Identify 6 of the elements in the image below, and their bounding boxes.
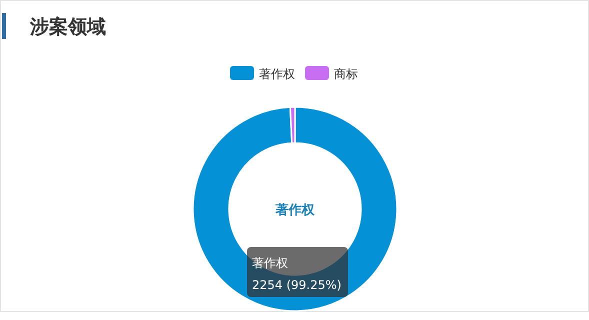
legend-label: 著作权 [259,67,295,81]
legend-label: 商标 [334,67,358,81]
text: 著作权 [252,256,288,270]
text: 2254 (99.25%) [252,278,342,292]
text: 著作权 [274,202,316,218]
chart-title: 涉案领域 [29,16,106,38]
